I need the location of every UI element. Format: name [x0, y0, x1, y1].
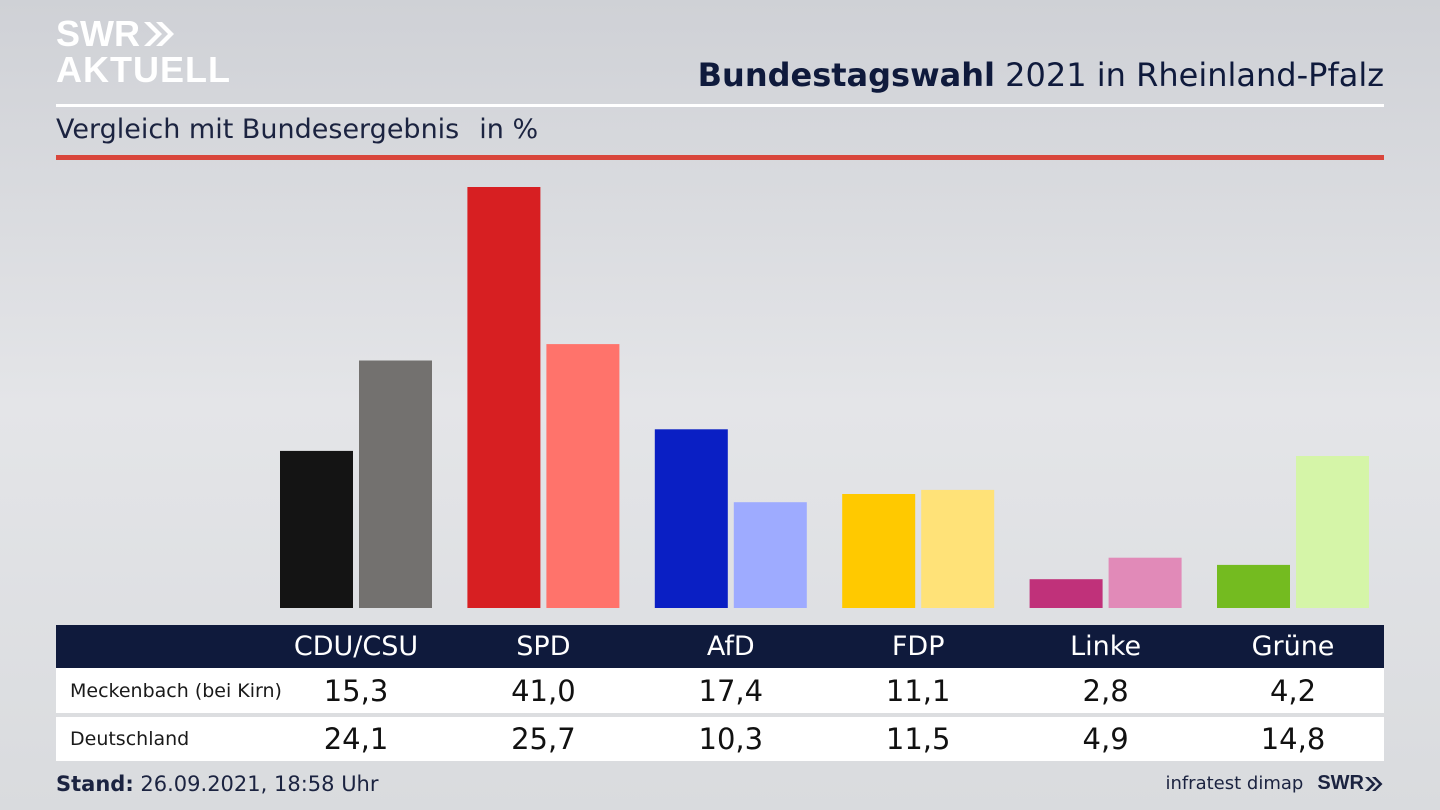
table-header: CDU/CSU SPD AfD FDP Linke Grüne: [56, 625, 1384, 668]
party-label-spd: SPD: [516, 631, 571, 662]
title-rest: 2021 in Rheinland-Pfalz: [1005, 56, 1384, 94]
party-label-cdu-csu: CDU/CSU: [293, 631, 419, 662]
title-bold: Bundestagswahl: [697, 56, 995, 94]
footer-brand-text: SWR: [1317, 772, 1364, 794]
unit-label: in %: [479, 114, 539, 145]
timestamp: Stand: 26.09.2021, 18:58 Uhr: [56, 772, 379, 796]
bar-afd-local: [654, 429, 728, 608]
party-label-afd: AfD: [706, 631, 755, 662]
bar-afd-national: [733, 502, 807, 608]
value-afd-local: 17,4: [698, 673, 764, 708]
value-spd-national: 25,7: [511, 722, 576, 756]
swr-footer-logo: SWR: [1317, 772, 1384, 795]
party-label-gr-ne: Grüne: [1251, 631, 1335, 662]
value-gr-ne-local: 4,2: [1269, 673, 1317, 708]
value-afd-national: 10,3: [698, 722, 764, 756]
stand-label: Stand:: [56, 772, 134, 796]
value-cdu-csu-national: 24,1: [323, 722, 389, 756]
double-chevron-icon: [142, 20, 176, 48]
logo-text-aktuell: AKTUELL: [56, 49, 231, 90]
value-cdu-csu-local: 15,3: [323, 673, 389, 708]
bar-spd-local: [467, 187, 541, 608]
bar-gr-ne-local: [1217, 564, 1290, 608]
source-label: infratest dimap: [1165, 773, 1304, 794]
bar-cdu-csu-local: [280, 450, 353, 608]
party-label-linke: Linke: [1070, 631, 1142, 662]
bar-chart: [280, 187, 1369, 608]
value-gr-ne-national: 14,8: [1260, 722, 1326, 756]
accent-divider: [56, 155, 1384, 160]
row-label: Deutschland: [70, 728, 190, 750]
table-row: Meckenbach (bei Kirn) 15,3 41,0 17,4 11,1 2,…: [56, 668, 1384, 713]
results-table: CDU/CSU SPD AfD FDP Linke Grüne Meckenbach (b…: [56, 625, 1384, 761]
logo-text-swr: SWR: [56, 13, 140, 54]
stand-value: 26.09.2021, 18:58 Uhr: [140, 772, 379, 796]
footer-credits: infratest dimap SWR: [1165, 772, 1384, 795]
swr-aktuell-logo: SWR AKTUELL: [56, 16, 231, 88]
double-chevron-icon: [1365, 776, 1383, 791]
bar-spd-national: [546, 344, 620, 608]
subtitle-text: Vergleich mit Bundesergebnis: [56, 114, 460, 145]
bar-cdu-csu-national: [359, 360, 432, 608]
row-label: Meckenbach (bei Kirn): [70, 679, 282, 702]
chart-subtitle: Vergleich mit Bundesergebnis in %: [56, 114, 538, 145]
bar-fdp-national: [921, 489, 995, 608]
bar-fdp-local: [842, 494, 916, 608]
value-spd-local: 41,0: [511, 673, 576, 708]
party-label-fdp: FDP: [891, 631, 945, 662]
value-linke-national: 4,9: [1082, 722, 1129, 756]
bar-linke-national: [1108, 557, 1182, 608]
bar-gr-ne-national: [1296, 456, 1369, 608]
page-title: Bundestagswahl 2021 in Rheinland-Pfalz: [698, 56, 1384, 94]
value-fdp-national: 11,5: [885, 722, 951, 756]
table-row: Deutschland 24,1 25,7 10,3 11,5 4,9 14,8: [56, 717, 1384, 761]
value-fdp-local: 11,1: [885, 673, 951, 708]
title-divider: [56, 104, 1384, 107]
bar-linke-local: [1029, 579, 1103, 608]
value-linke-local: 2,8: [1082, 673, 1129, 708]
